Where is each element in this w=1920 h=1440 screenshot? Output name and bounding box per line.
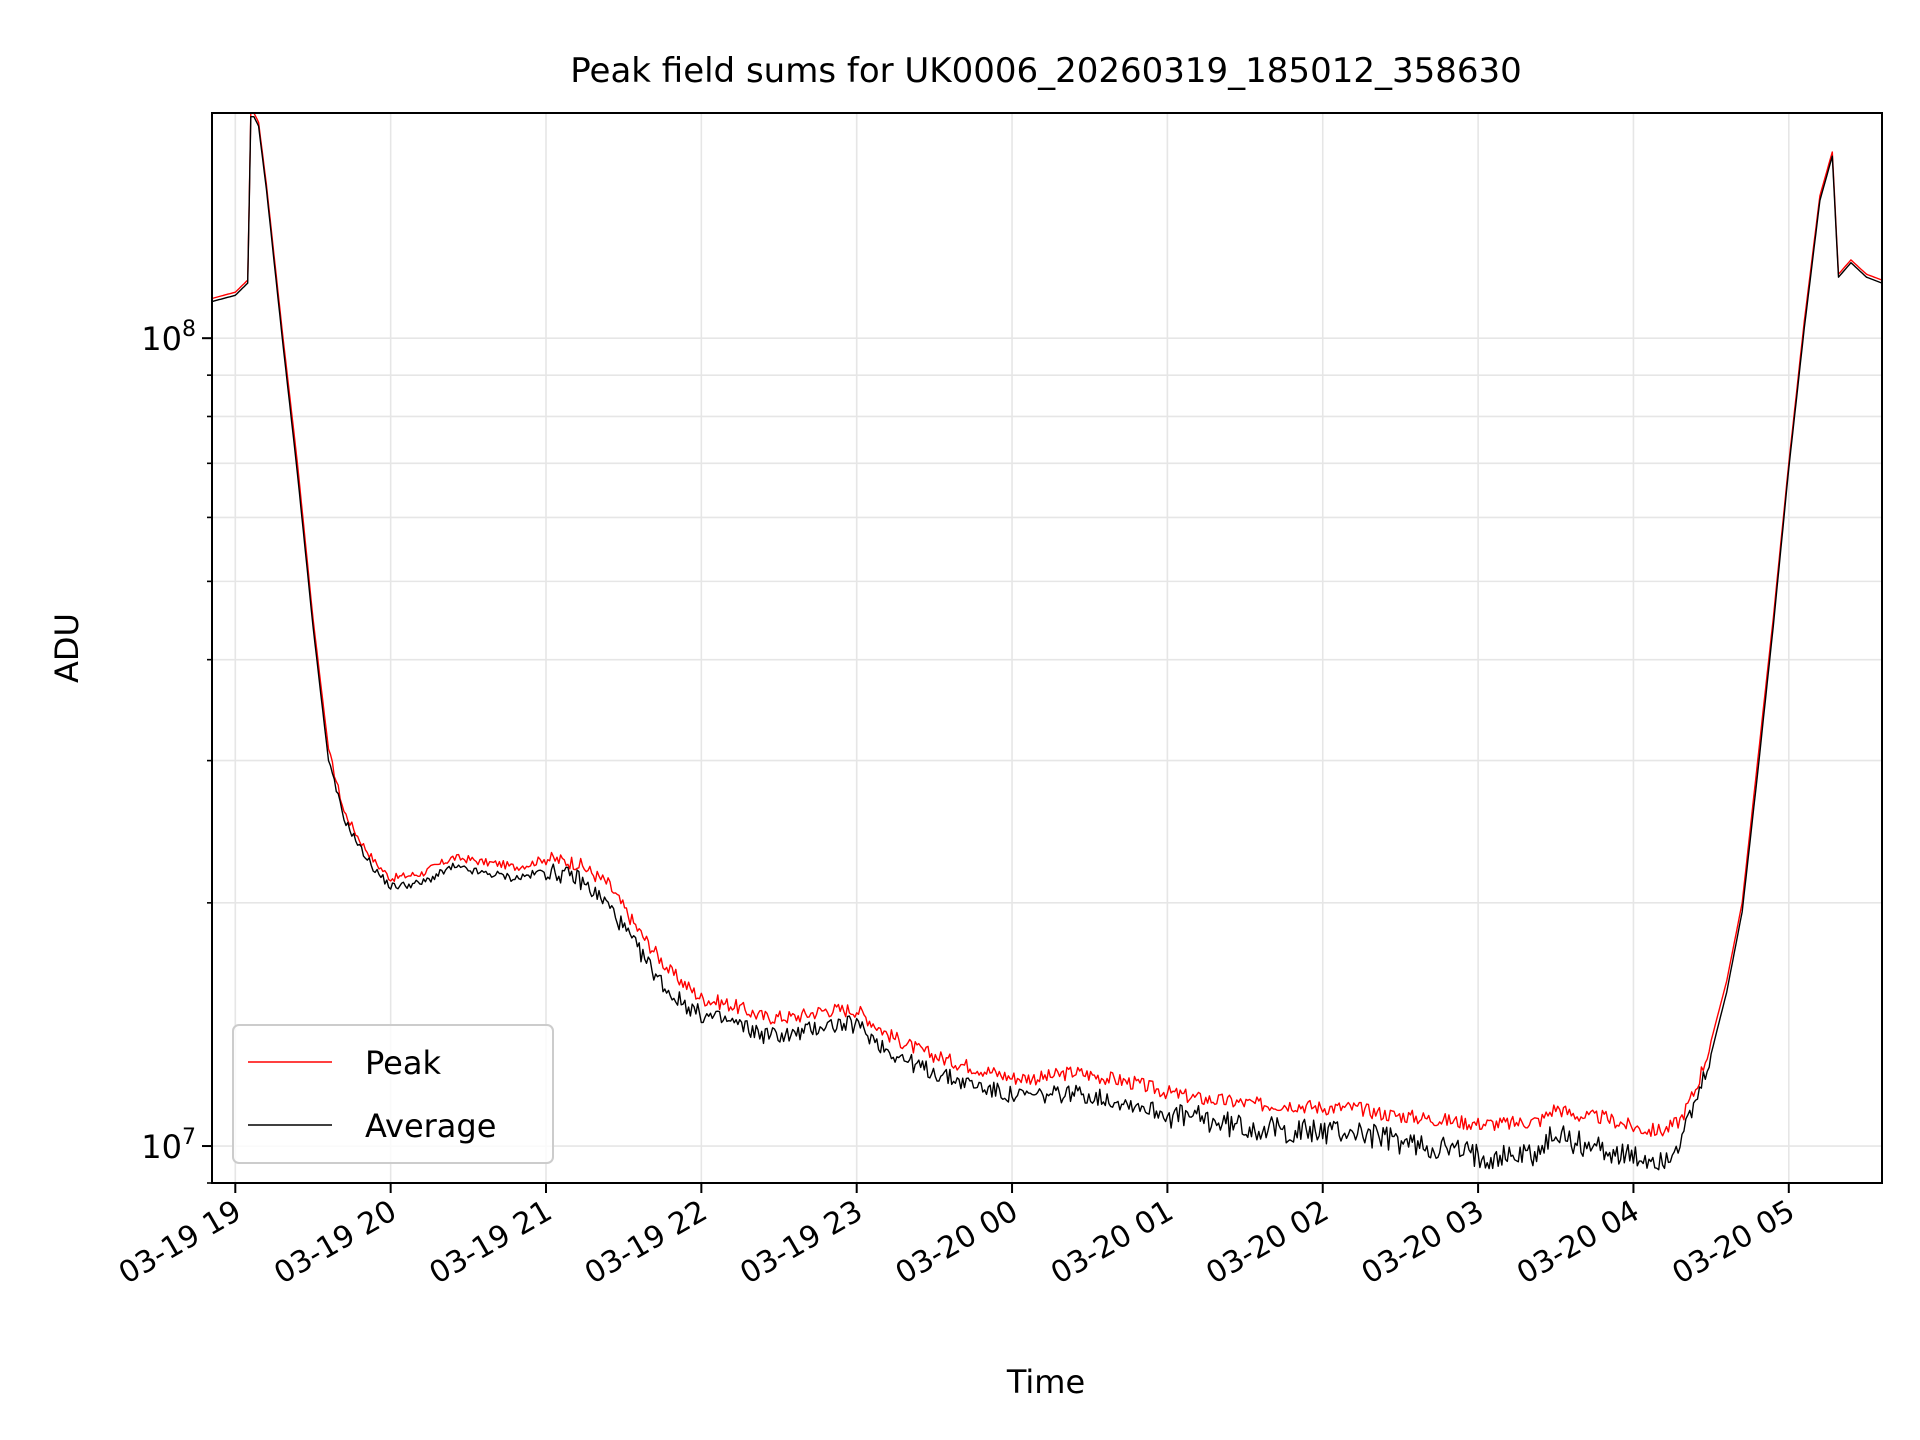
series-average-line [212, 116, 1882, 1171]
chart-title: Peak field sums for UK0006_20260319_1850… [570, 51, 1522, 91]
y-tick-label-base: 10 [141, 320, 182, 358]
legend-box [232, 1024, 554, 1164]
legend-peak-label: Peak [365, 1044, 441, 1082]
y-axis-label: ADU [48, 613, 86, 683]
axes-frame [211, 112, 1883, 1184]
legend-average-label: Average [365, 1107, 496, 1145]
y-tick-label-exponent: 7 [182, 1125, 196, 1150]
y-tick-label: 107 [141, 1125, 196, 1166]
x-axis-label: Time [1006, 1363, 1085, 1401]
y-tick-label-exponent: 8 [182, 317, 196, 342]
legend: Peak Average [232, 1024, 554, 1164]
y-tick-label-base: 10 [141, 1128, 182, 1166]
series-peak-line [212, 113, 1882, 1137]
grid [212, 113, 1882, 1184]
y-tick-label: 108 [141, 317, 196, 358]
plot-area [212, 113, 1882, 1171]
